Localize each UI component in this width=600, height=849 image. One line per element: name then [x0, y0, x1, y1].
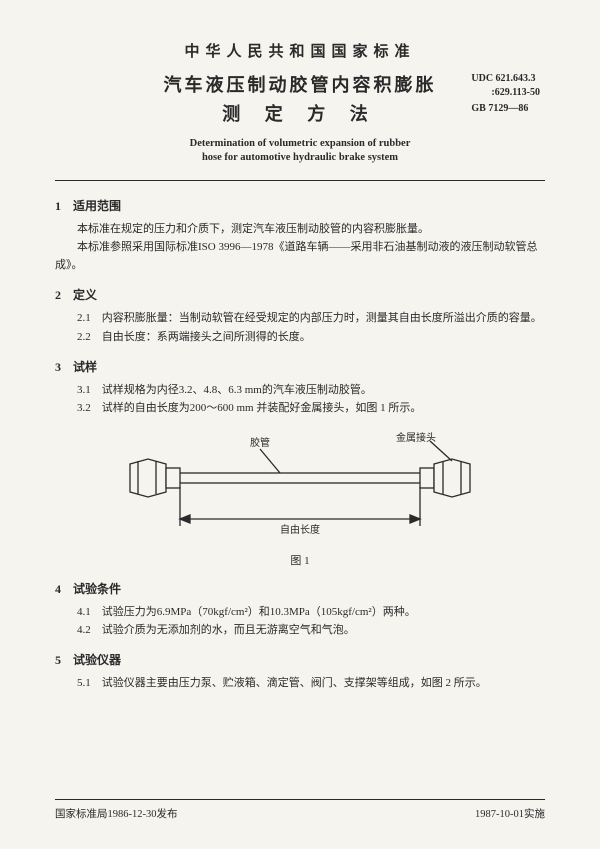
item-3-2: 3.2 试样的自由长度为200～600 mm 并装配好金属接头，如图 1 所示。: [55, 399, 545, 417]
figure-1-caption: 图 1: [55, 552, 545, 568]
fig-label-fitting: 金属接头: [396, 431, 436, 444]
udc-code-2: :629.113-50: [471, 86, 540, 100]
item-2-2: 2.2 自由长度：系两端接头之间所测得的长度。: [55, 328, 545, 346]
figure-1: 胶管 金属接头 自由长度: [55, 431, 545, 546]
section-1-heading: 1 适用范围: [55, 197, 545, 214]
title-english: Determination of volumetric expansion of…: [55, 137, 545, 166]
fig-label-freelen: 自由长度: [280, 523, 320, 536]
section-3-heading: 3 试样: [55, 358, 545, 375]
standard-codes: UDC 621.643.3 :629.113-50 GB 7129—86: [471, 72, 540, 116]
udc-code: UDC 621.643.3: [471, 72, 540, 86]
section-1-p2: 本标准参照采用国际标准ISO 3996—1978《道路车辆——采用非石油基制动液…: [55, 238, 545, 274]
title-en-line2: hose for automotive hydraulic brake syst…: [55, 151, 545, 166]
title-en-line1: Determination of volumetric expansion of…: [55, 137, 545, 152]
gb-code: GB 7129—86: [471, 102, 540, 116]
section-2-heading: 2 定义: [55, 286, 545, 303]
item-4-1: 4.1 试验压力为6.9MPa（70kgf/cm²）和10.3MPa（105kg…: [55, 603, 545, 621]
section-5-heading: 5 试验仪器: [55, 651, 545, 668]
page-footer: 国家标准局1986-12-30发布 1987-10-01实施: [55, 793, 545, 821]
divider-top: [55, 180, 545, 181]
footer-divider: [55, 799, 545, 800]
footer-effective-date: 1987-10-01实施: [475, 806, 545, 821]
item-3-1: 3.1 试样规格为内径3.2、4.8、6.3 mm的汽车液压制动胶管。: [55, 381, 545, 399]
section-4-heading: 4 试验条件: [55, 580, 545, 597]
item-4-2: 4.2 试验介质为无添加剂的水，而且无游离空气和气泡。: [55, 621, 545, 639]
item-2-1: 2.1 内容积膨胀量：当制动软管在经受规定的内部压力时，测量其自由长度所溢出介质…: [55, 309, 545, 327]
figure-1-svg: 胶管 金属接头 自由长度: [100, 431, 500, 546]
item-5-1: 5.1 试验仪器主要由压力泵、贮液箱、滴定管、阀门、支撑架等组成，如图 2 所示…: [55, 674, 545, 692]
section-1-p1: 本标准在规定的压力和介质下，测定汽车液压制动胶管的内容积膨胀量。: [55, 220, 545, 238]
fig-label-hose: 胶管: [250, 436, 270, 449]
page: 中华人民共和国国家标准 UDC 621.643.3 :629.113-50 GB…: [0, 0, 600, 849]
org-header: 中华人民共和国国家标准: [55, 40, 545, 61]
footer-issue-date: 国家标准局1986-12-30发布: [55, 806, 178, 821]
